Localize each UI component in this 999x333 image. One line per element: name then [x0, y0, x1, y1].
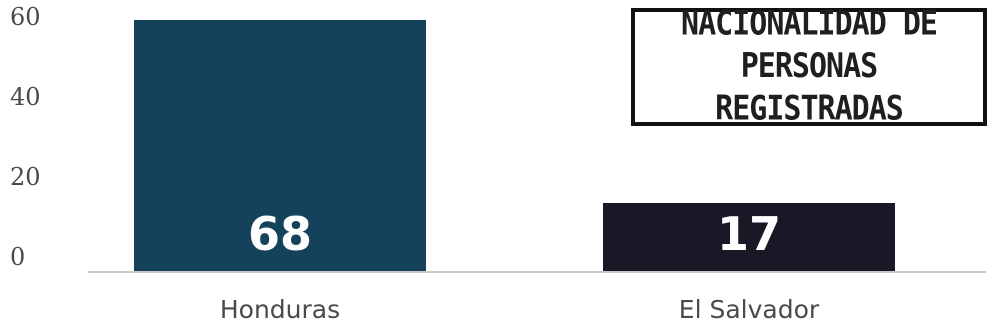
x-tick-label: El Salvador — [679, 295, 820, 324]
data-label: 68 — [248, 207, 312, 261]
bar-honduras — [134, 20, 426, 271]
data-labels: 68 17 — [248, 207, 781, 261]
bar-el-salvador — [603, 203, 895, 271]
x-tick-label: Honduras — [220, 295, 340, 324]
y-tick-label: 40 — [10, 83, 41, 111]
chart-title: NACIONALIDAD DE PERSONAS REGISTRADAS — [681, 4, 938, 129]
y-tick-label: 20 — [10, 163, 41, 191]
bars — [134, 20, 895, 271]
y-axis-ticks: 0 20 40 60 — [10, 3, 41, 271]
data-label: 17 — [717, 207, 781, 261]
category-labels: Honduras El Salvador — [220, 295, 820, 324]
y-tick-label: 60 — [10, 3, 41, 31]
chart-title-box: NACIONALIDAD DE PERSONAS REGISTRADAS — [631, 4, 987, 129]
y-tick-label: 0 — [10, 243, 25, 271]
